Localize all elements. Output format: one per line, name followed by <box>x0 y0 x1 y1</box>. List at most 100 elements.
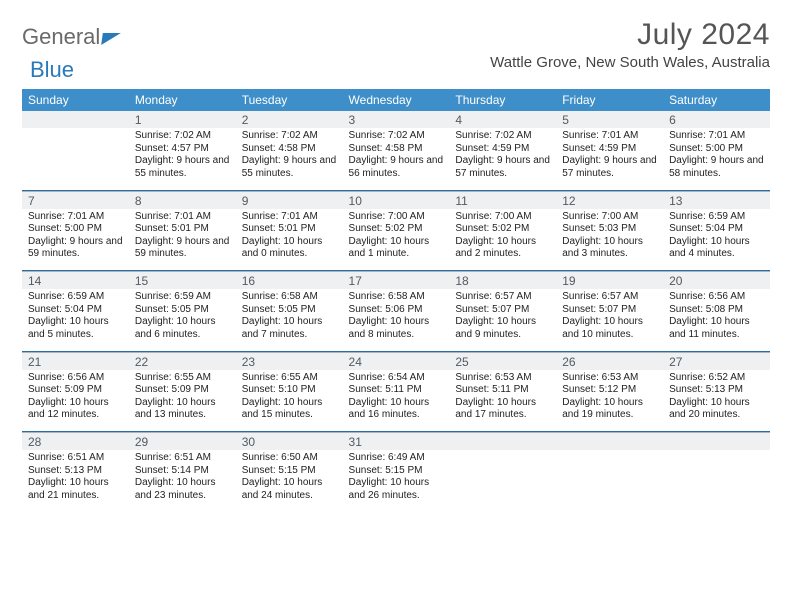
sunrise-text: Sunrise: 7:01 AM <box>242 211 337 224</box>
date-number-cell: 15 <box>129 272 236 290</box>
day-cell: Sunrise: 7:01 AMSunset: 5:00 PMDaylight:… <box>22 209 129 271</box>
detail-row: Sunrise: 6:56 AMSunset: 5:09 PMDaylight:… <box>22 370 770 432</box>
daylight-text: Daylight: 10 hours and 6 minutes. <box>135 316 230 341</box>
day-header: Wednesday <box>343 89 450 111</box>
date-number-cell: 20 <box>663 272 770 290</box>
sunset-text: Sunset: 5:05 PM <box>135 304 230 317</box>
daylight-text: Daylight: 9 hours and 55 minutes. <box>135 155 230 180</box>
day-cell <box>22 128 129 190</box>
date-number-row: 14151617181920 <box>22 272 770 290</box>
logo-text-1: General <box>22 24 100 50</box>
daylight-text: Daylight: 10 hours and 0 minutes. <box>242 236 337 261</box>
day-cell: Sunrise: 7:01 AMSunset: 5:00 PMDaylight:… <box>663 128 770 190</box>
sunrise-text: Sunrise: 7:02 AM <box>242 130 337 143</box>
date-number-row: 21222324252627 <box>22 352 770 370</box>
sunrise-text: Sunrise: 6:56 AM <box>669 291 764 304</box>
daylight-text: Daylight: 10 hours and 17 minutes. <box>455 397 550 422</box>
sunset-text: Sunset: 5:01 PM <box>242 223 337 236</box>
sunset-text: Sunset: 5:11 PM <box>455 384 550 397</box>
day-cell: Sunrise: 6:56 AMSunset: 5:08 PMDaylight:… <box>663 289 770 351</box>
sunset-text: Sunset: 4:59 PM <box>455 143 550 156</box>
date-number-cell: 2 <box>236 111 343 128</box>
sunrise-text: Sunrise: 6:49 AM <box>349 452 444 465</box>
daylight-text: Daylight: 10 hours and 1 minute. <box>349 236 444 261</box>
sunrise-text: Sunrise: 6:50 AM <box>242 452 337 465</box>
date-number-cell: 6 <box>663 111 770 128</box>
sunset-text: Sunset: 5:05 PM <box>242 304 337 317</box>
date-number-cell: 12 <box>556 191 663 209</box>
sunset-text: Sunset: 4:57 PM <box>135 143 230 156</box>
daylight-text: Daylight: 10 hours and 21 minutes. <box>28 477 123 502</box>
date-number-cell: 1 <box>129 111 236 128</box>
date-number-cell: 21 <box>22 352 129 370</box>
day-header: Thursday <box>449 89 556 111</box>
sunrise-text: Sunrise: 6:59 AM <box>135 291 230 304</box>
day-header: Monday <box>129 89 236 111</box>
sunrise-text: Sunrise: 6:54 AM <box>349 372 444 385</box>
sunset-text: Sunset: 5:11 PM <box>349 384 444 397</box>
date-number-cell: 30 <box>236 433 343 451</box>
sunrise-text: Sunrise: 7:00 AM <box>455 211 550 224</box>
day-cell: Sunrise: 7:00 AMSunset: 5:02 PMDaylight:… <box>449 209 556 271</box>
day-cell: Sunrise: 6:53 AMSunset: 5:11 PMDaylight:… <box>449 370 556 432</box>
day-cell: Sunrise: 7:02 AMSunset: 4:59 PMDaylight:… <box>449 128 556 190</box>
sunrise-text: Sunrise: 6:52 AM <box>669 372 764 385</box>
day-header: Friday <box>556 89 663 111</box>
day-cell: Sunrise: 6:58 AMSunset: 5:05 PMDaylight:… <box>236 289 343 351</box>
day-header: Saturday <box>663 89 770 111</box>
date-number-cell: 31 <box>343 433 450 451</box>
sunset-text: Sunset: 5:07 PM <box>455 304 550 317</box>
sunrise-text: Sunrise: 6:51 AM <box>28 452 123 465</box>
sunrise-text: Sunrise: 6:58 AM <box>242 291 337 304</box>
sunrise-text: Sunrise: 6:57 AM <box>562 291 657 304</box>
sunrise-text: Sunrise: 7:01 AM <box>135 211 230 224</box>
sunset-text: Sunset: 4:58 PM <box>242 143 337 156</box>
day-cell: Sunrise: 6:51 AMSunset: 5:14 PMDaylight:… <box>129 450 236 512</box>
date-number-cell: 3 <box>343 111 450 128</box>
sunrise-text: Sunrise: 6:58 AM <box>349 291 444 304</box>
sunrise-text: Sunrise: 7:02 AM <box>135 130 230 143</box>
day-cell: Sunrise: 6:57 AMSunset: 5:07 PMDaylight:… <box>556 289 663 351</box>
date-number-cell: 19 <box>556 272 663 290</box>
logo-icon <box>101 33 121 45</box>
sunrise-text: Sunrise: 6:53 AM <box>455 372 550 385</box>
date-number-cell: 24 <box>343 352 450 370</box>
date-number-cell: 23 <box>236 352 343 370</box>
date-number-row: 78910111213 <box>22 191 770 209</box>
detail-row: Sunrise: 7:02 AMSunset: 4:57 PMDaylight:… <box>22 128 770 190</box>
sunset-text: Sunset: 5:00 PM <box>669 143 764 156</box>
daylight-text: Daylight: 10 hours and 20 minutes. <box>669 397 764 422</box>
date-number-cell: 18 <box>449 272 556 290</box>
day-cell: Sunrise: 7:02 AMSunset: 4:58 PMDaylight:… <box>236 128 343 190</box>
sunrise-text: Sunrise: 7:00 AM <box>349 211 444 224</box>
logo: General <box>22 18 120 50</box>
daylight-text: Daylight: 10 hours and 12 minutes. <box>28 397 123 422</box>
sunrise-text: Sunrise: 7:01 AM <box>562 130 657 143</box>
day-cell: Sunrise: 6:59 AMSunset: 5:05 PMDaylight:… <box>129 289 236 351</box>
date-number-cell: 26 <box>556 352 663 370</box>
date-number-cell: 22 <box>129 352 236 370</box>
date-number-cell: 17 <box>343 272 450 290</box>
sunset-text: Sunset: 5:09 PM <box>135 384 230 397</box>
daylight-text: Daylight: 9 hours and 57 minutes. <box>562 155 657 180</box>
sunrise-text: Sunrise: 7:01 AM <box>28 211 123 224</box>
sunset-text: Sunset: 5:02 PM <box>455 223 550 236</box>
daylight-text: Daylight: 10 hours and 2 minutes. <box>455 236 550 261</box>
daylight-text: Daylight: 10 hours and 8 minutes. <box>349 316 444 341</box>
day-cell: Sunrise: 7:02 AMSunset: 4:58 PMDaylight:… <box>343 128 450 190</box>
date-number-cell: 16 <box>236 272 343 290</box>
date-number-cell: 9 <box>236 191 343 209</box>
sunrise-text: Sunrise: 6:59 AM <box>28 291 123 304</box>
daylight-text: Daylight: 10 hours and 3 minutes. <box>562 236 657 261</box>
daylight-text: Daylight: 10 hours and 10 minutes. <box>562 316 657 341</box>
daylight-text: Daylight: 9 hours and 58 minutes. <box>669 155 764 180</box>
sunset-text: Sunset: 5:02 PM <box>349 223 444 236</box>
location-label: Wattle Grove, New South Wales, Australia <box>490 54 770 71</box>
daylight-text: Daylight: 10 hours and 26 minutes. <box>349 477 444 502</box>
date-number-cell: 10 <box>343 191 450 209</box>
detail-row: Sunrise: 6:59 AMSunset: 5:04 PMDaylight:… <box>22 289 770 351</box>
date-number-cell <box>556 433 663 451</box>
daylight-text: Daylight: 10 hours and 13 minutes. <box>135 397 230 422</box>
date-number-cell: 5 <box>556 111 663 128</box>
sunset-text: Sunset: 5:15 PM <box>242 465 337 478</box>
